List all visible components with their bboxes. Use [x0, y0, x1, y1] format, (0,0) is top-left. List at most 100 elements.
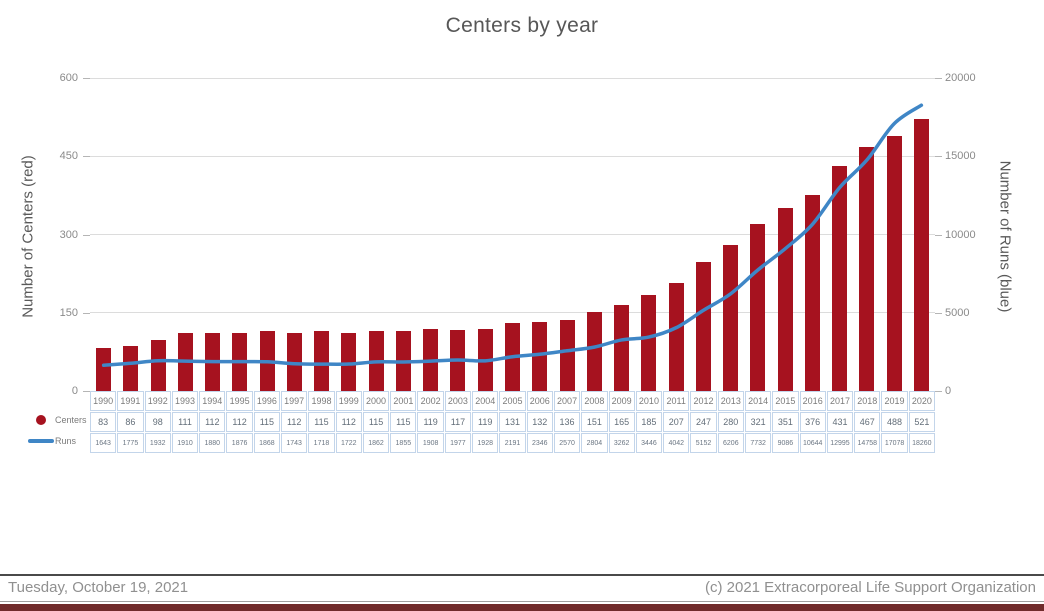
- table-cell-years: 2001: [390, 391, 417, 411]
- chart-title: Centers by year: [445, 14, 599, 37]
- right-tickmark: [935, 312, 942, 314]
- table-cell-centers: 115: [362, 412, 390, 432]
- runs-line-icon: [28, 439, 54, 443]
- table-cell-centers: 376: [799, 412, 826, 432]
- table-cell-runs: 1862: [362, 433, 390, 453]
- table-cell-runs: 5152: [690, 433, 717, 453]
- table-cell-years: 2008: [581, 391, 608, 411]
- table-cell-centers: 521: [908, 412, 935, 432]
- table-cell-centers: 83: [90, 412, 117, 432]
- table-cell-centers: 115: [308, 412, 335, 432]
- table-cell-years: 2018: [854, 391, 881, 411]
- right-tickmark: [935, 156, 942, 158]
- centers-row: 83 86 98 111 112 112 115 112 115 112 115 115 119 117 1…: [90, 412, 935, 432]
- right-axis-tick: 5000: [945, 306, 970, 319]
- table-cell-years: 1992: [144, 391, 171, 411]
- centers-bar-2016: [804, 194, 820, 391]
- table-cell-centers: 151: [581, 412, 608, 432]
- centers-bar-2008: [586, 312, 602, 391]
- table-cell-centers: 467: [854, 412, 881, 432]
- right-axis-tick: 10000: [945, 228, 976, 241]
- table-cell-runs: 3446: [635, 433, 663, 453]
- table-cell-runs: 1880: [199, 433, 226, 453]
- table-cell-runs: 14758: [854, 433, 881, 453]
- table-cell-runs: 1855: [390, 433, 417, 453]
- table-cell-centers: 119: [417, 412, 444, 432]
- table-cell-years: 2003: [444, 391, 472, 411]
- table-cell-runs: 3262: [608, 433, 635, 453]
- table-cell-centers: 115: [390, 412, 417, 432]
- legend-item-runs: Runs: [28, 431, 76, 451]
- right-axis-tick: 20000: [945, 72, 976, 84]
- table-cell-centers: 280: [717, 412, 744, 432]
- right-tickmark: [935, 78, 942, 79]
- centers-bar-2007: [559, 320, 575, 391]
- table-cell-years: 2017: [826, 391, 854, 411]
- table-cell-centers: 247: [690, 412, 717, 432]
- table-cell-years: 1997: [281, 391, 308, 411]
- table-cell-years: 2005: [499, 391, 526, 411]
- table-cell-runs: 1876: [226, 433, 253, 453]
- right-tickmark: [935, 234, 942, 236]
- centers-bar-2009: [614, 304, 630, 391]
- years-row: 1990 1991 1992 1993 1994 1995 1996 1997 1998 1999…: [90, 391, 935, 411]
- table-cell-years: 2015: [772, 391, 799, 411]
- legend-label-centers: Centers: [55, 415, 87, 425]
- table-cell-centers: 112: [199, 412, 226, 432]
- table-cell-centers: 207: [663, 412, 690, 432]
- centers-bar-1998: [314, 331, 330, 391]
- table-cell-centers: 119: [472, 412, 499, 432]
- table-cell-centers: 86: [117, 412, 144, 432]
- table-cell-centers: 111: [171, 412, 199, 432]
- table-cell-runs: 1743: [281, 433, 308, 453]
- left-axis-tick: 150: [59, 306, 78, 319]
- right-axis-tick: 0: [945, 385, 952, 397]
- left-axis-tick: 600: [59, 72, 78, 84]
- table-cell-years: 1993: [171, 391, 199, 411]
- centers-bar-2010: [641, 294, 657, 391]
- table-cell-centers: 321: [744, 412, 772, 432]
- table-cell-years: 2019: [881, 391, 908, 411]
- table-cell-years: 2011: [663, 391, 690, 411]
- table-cell-centers: 131: [499, 412, 526, 432]
- table-cell-years: 1995: [226, 391, 253, 411]
- gridline: [90, 312, 935, 314]
- centers-bar-2011: [668, 283, 684, 391]
- left-tickmark: [83, 312, 90, 314]
- table-cell-centers: 165: [608, 412, 635, 432]
- left-tickmark: [83, 234, 90, 236]
- gridline: [90, 77, 935, 79]
- table-cell-runs: 10644: [799, 433, 826, 453]
- table-cell-runs: 17078: [881, 433, 908, 453]
- runs-line-chart: [101, 103, 924, 368]
- table-cell-years: 2014: [744, 391, 772, 411]
- left-axis-tick: 300: [59, 228, 78, 241]
- table-cell-runs: 6206: [717, 433, 744, 453]
- table-cell-years: 2000: [362, 391, 390, 411]
- centers-bar-2006: [532, 322, 548, 391]
- centers-bar-1992: [150, 339, 166, 391]
- gridline: [90, 234, 935, 235]
- table-cell-years: 2016: [799, 391, 826, 411]
- centers-bar-2018: [859, 147, 875, 391]
- table-cell-centers: 112: [335, 412, 362, 432]
- left-tickmark: [83, 156, 90, 158]
- table-cell-runs: 1977: [444, 433, 472, 453]
- table-cell-centers: 136: [553, 412, 581, 432]
- right-tickmark: [935, 391, 942, 392]
- table-cell-runs: 9086: [772, 433, 799, 453]
- table-cell-years: 2020: [908, 391, 935, 411]
- centers-bar-2013: [723, 244, 739, 391]
- table-cell-years: 2010: [635, 391, 663, 411]
- table-cell-years: 1996: [253, 391, 281, 411]
- table-cell-runs: 1910: [171, 433, 199, 453]
- table-cell-years: 2002: [417, 391, 444, 411]
- table-cell-centers: 115: [253, 412, 281, 432]
- right-axis-label: Number of Runs (blue): [996, 160, 1014, 313]
- runs-row: 1643 1775 1932 1910 1880 1876 1868 1743 1718 1722…: [90, 433, 935, 453]
- table-cell-centers: 112: [226, 412, 253, 432]
- plot-area: [90, 77, 935, 391]
- footer-maroon-bar: [0, 604, 1044, 611]
- table-cell-years: 2007: [553, 391, 581, 411]
